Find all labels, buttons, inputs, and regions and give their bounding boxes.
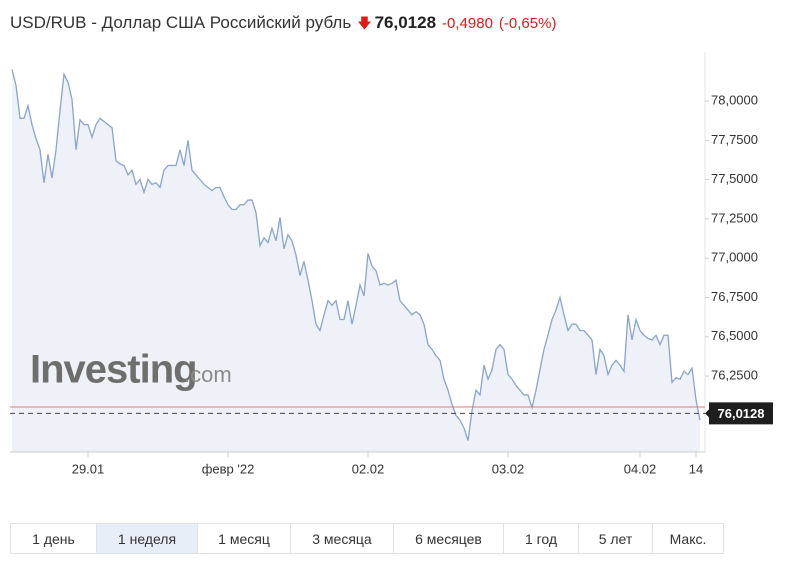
x-tick-label: 29.01 xyxy=(72,461,105,476)
area-fill xyxy=(12,69,700,452)
last-price-label: 76,0128 xyxy=(718,406,765,421)
x-tick-label: 04.02 xyxy=(624,461,657,476)
period-tab[interactable]: 6 месяцев xyxy=(394,524,504,553)
last-price-box xyxy=(709,402,773,425)
y-tick-label: 77,0000 xyxy=(711,250,758,265)
change-pct: (-0,65%) xyxy=(498,15,557,32)
watermark-brand: Investing xyxy=(30,348,197,392)
period-tab[interactable]: 1 год xyxy=(504,524,579,553)
y-tick-label: 78,0000 xyxy=(711,92,758,107)
y-tick-label: 77,5000 xyxy=(711,171,758,186)
period-tabs: 1 день 1 неделя 1 месяц 3 месяца 6 месяцев 1 … xyxy=(10,523,724,554)
y-tick-label: 77,2500 xyxy=(711,210,758,225)
period-tab[interactable]: 1 день xyxy=(11,524,97,553)
down-arrow: 🡇 xyxy=(357,15,372,31)
y-tick-label: 76,2500 xyxy=(711,368,758,383)
price-line xyxy=(11,69,701,441)
x-tick-label: 14 xyxy=(689,461,703,476)
x-tick-label: 02.02 xyxy=(352,461,385,476)
period-tab[interactable]: 3 месяца xyxy=(291,524,394,553)
title: USD/RUB - Доллар США Российский рубль xyxy=(10,13,352,32)
y-tick-label: 76,5000 xyxy=(711,328,758,343)
y-tick-label: 76,7500 xyxy=(711,289,758,304)
watermark-suffix: .com xyxy=(184,362,232,387)
period-tab[interactable]: 1 неделя xyxy=(97,524,198,553)
period-tab[interactable]: 5 лет xyxy=(579,524,653,553)
period-tab[interactable]: Макс. xyxy=(669,530,707,547)
y-tick-label: 77,7500 xyxy=(711,132,758,147)
chart: Investing .com 76,2500 76,5000 76,7500 77,0… xyxy=(10,52,773,476)
price: 76,0128 xyxy=(374,13,437,32)
period-tab[interactable]: 1 месяц xyxy=(198,524,291,553)
x-tick-label: 03.02 xyxy=(492,461,525,476)
change: -0,4980 xyxy=(442,15,493,32)
last-price-pointer xyxy=(705,408,710,419)
x-tick-label: февр '22 xyxy=(202,461,255,476)
header: USD/RUB - Доллар США Российский рубль 🡇 76… xyxy=(10,13,556,37)
